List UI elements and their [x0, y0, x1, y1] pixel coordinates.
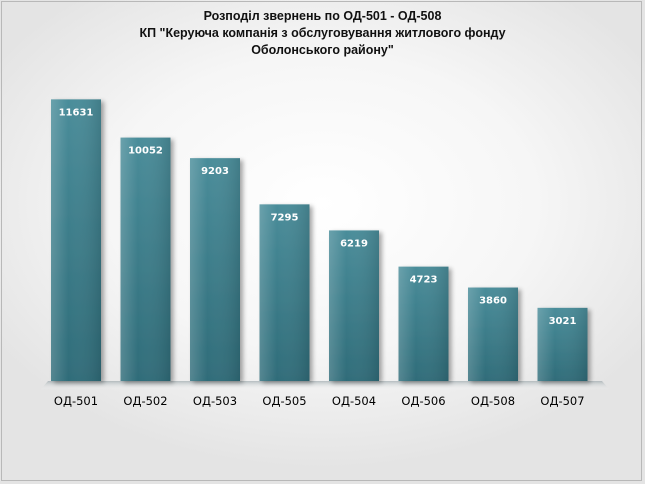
bar-ОД-501: 11631 [51, 99, 101, 381]
category-label: ОД-504 [332, 394, 376, 408]
bar-ОД-508: 3860 [468, 287, 518, 381]
bar-value-label: 11631 [59, 107, 94, 118]
bar-ОД-505: 7295 [259, 204, 310, 381]
bar-value-label: 9203 [201, 166, 229, 177]
bar-shading [398, 266, 449, 381]
bar-shading [468, 287, 518, 381]
category-label: ОД-502 [123, 394, 167, 408]
bar-value-label: 6219 [340, 238, 368, 249]
category-label: ОД-501 [54, 394, 98, 408]
category-label: ОД-505 [262, 394, 306, 408]
bar-shading [329, 230, 379, 381]
chart-subtitle-line-2: Оболонського району" [251, 43, 394, 57]
bar-value-label: 4723 [410, 275, 438, 286]
category-label: ОД-503 [193, 394, 237, 408]
category-label: ОД-507 [540, 394, 584, 408]
category-label: ОД-508 [471, 394, 515, 408]
category-labels: ОД-501 ОД-502 ОД-503 ОД-505 ОД-504 ОД-506 ОД-5… [54, 394, 585, 408]
chart-floor [40, 381, 610, 390]
bar-ОД-506: 4723 [398, 266, 449, 381]
bar-ОД-507: 3021 [537, 307, 588, 381]
chart-title-block: Розподіл звернень по ОД-501 - ОД-508 КП … [0, 8, 645, 59]
chart-title: Розподіл звернень по ОД-501 - ОД-508 [203, 9, 442, 23]
bar-value-label: 10052 [128, 146, 163, 157]
bar-ОД-502: 10052 [120, 137, 171, 381]
bar-value-label: 7295 [271, 212, 299, 223]
bar-value-label: 3860 [479, 296, 507, 307]
category-label: ОД-506 [401, 394, 445, 408]
bar-shading [537, 307, 588, 381]
bar-ОД-504: 6219 [329, 230, 379, 381]
bar-ОД-503: 9203 [190, 158, 240, 381]
bar-shading [120, 137, 171, 381]
bar-shading [190, 158, 240, 381]
bar-shading [51, 99, 101, 381]
bar-value-label: 3021 [549, 316, 577, 327]
bar-shading [259, 204, 310, 381]
chart-subtitle-line-1: КП "Керуюча компанія з обслуговування жи… [139, 26, 506, 40]
bars-group: 11631 10052 9203 7295 6219 4723 3860 3021 [51, 99, 588, 381]
